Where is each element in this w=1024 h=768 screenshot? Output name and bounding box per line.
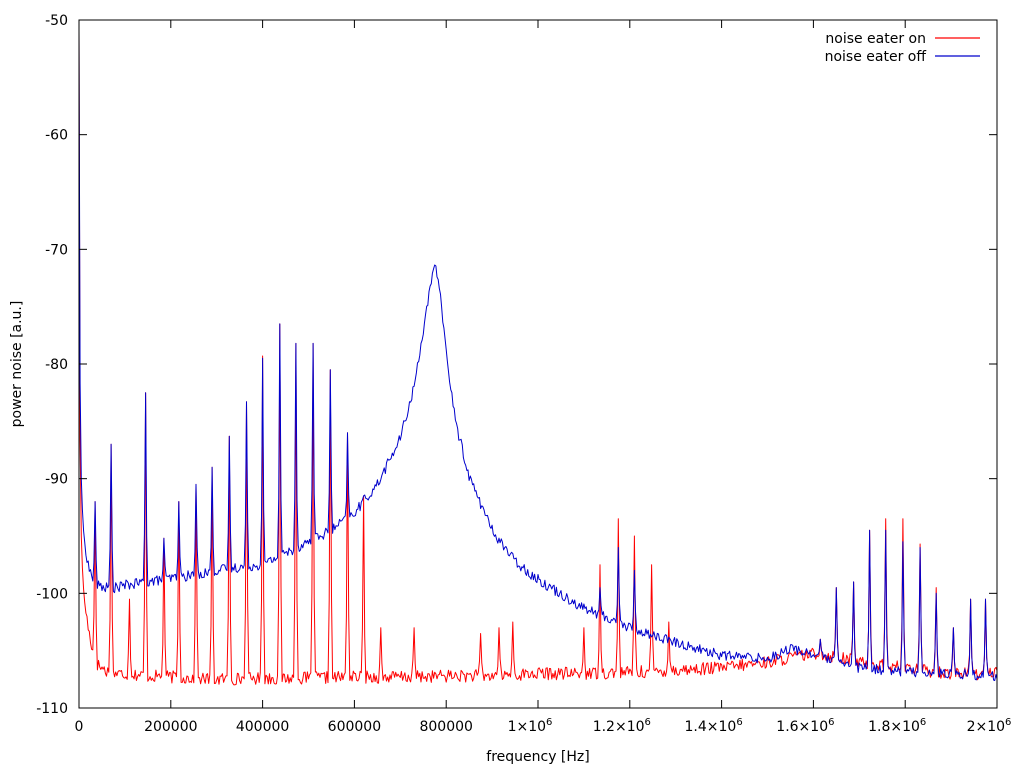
x-tick-label: 1.2×106 xyxy=(593,717,651,735)
x-tick-exponent: 6 xyxy=(645,717,651,728)
y-tick-label: -70 xyxy=(45,242,68,258)
legend-label-noise-eater-off: noise eater off xyxy=(825,49,927,65)
legend: noise eater on noise eater off xyxy=(825,31,980,65)
y-tick-label: -50 xyxy=(45,13,68,29)
legend-label-noise-eater-on: noise eater on xyxy=(825,31,926,47)
x-tick-label: 2×106 xyxy=(967,717,1012,735)
ticks-layer: 0 200000 400000 600000 800000 1×106 1.2×106 1.4… xyxy=(36,13,1011,735)
series-layer xyxy=(78,31,998,686)
y-tick-label: -110 xyxy=(36,701,68,717)
y-tick-label: -60 xyxy=(45,128,68,144)
y-tick-label: -100 xyxy=(36,586,68,602)
x-tick-label: 1.4×106 xyxy=(685,717,743,735)
y-tick-label: -90 xyxy=(45,472,68,488)
x-tick-exponent: 6 xyxy=(546,717,552,728)
x-tick-exponent: 6 xyxy=(828,717,834,728)
x-tick-label: 800000 xyxy=(419,719,472,735)
x-tick-label: 200000 xyxy=(144,719,197,735)
x-tick-label: 0 xyxy=(75,719,84,735)
x-tick-label: 400000 xyxy=(236,719,289,735)
x-tick-label: 600000 xyxy=(328,719,381,735)
x-tick-label: 1.6×106 xyxy=(776,717,834,735)
x-tick-exponent: 6 xyxy=(920,717,926,728)
series-line-noise-eater-on xyxy=(78,31,998,686)
x-tick-exponent: 6 xyxy=(736,717,742,728)
x-tick-exponent: 6 xyxy=(1005,717,1011,728)
y-tick-label: -80 xyxy=(45,357,68,373)
x-tick-label: 1.8×106 xyxy=(868,717,926,735)
x-tick-label: 1×106 xyxy=(508,717,553,735)
y-axis-label: power noise [a.u.] xyxy=(9,301,25,428)
series-line-noise-eater-off xyxy=(78,31,998,681)
x-axis-label: frequency [Hz] xyxy=(486,749,589,765)
